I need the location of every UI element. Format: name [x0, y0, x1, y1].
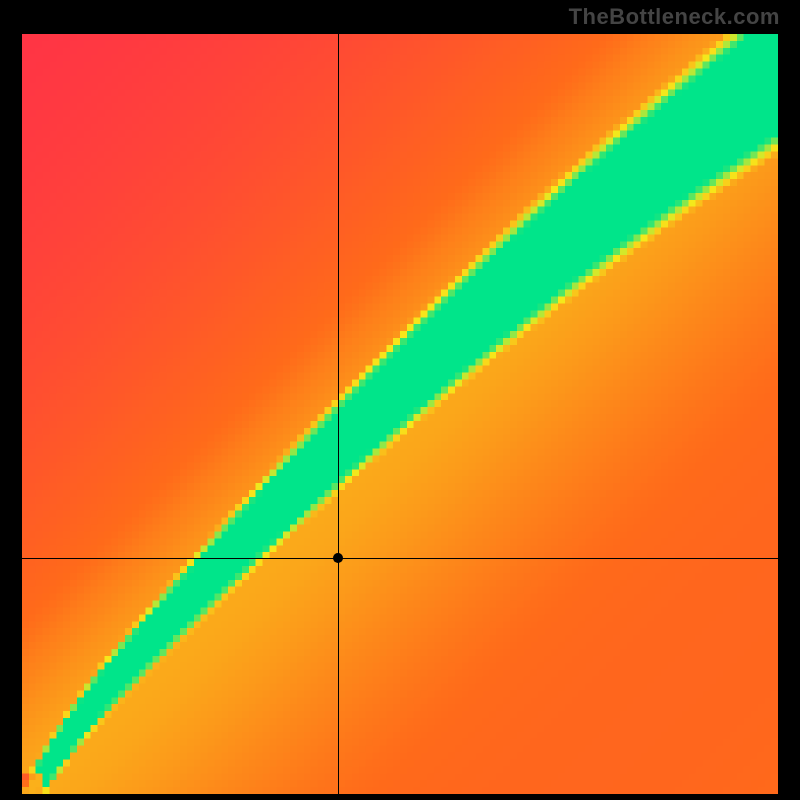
bottleneck-heatmap	[22, 34, 778, 794]
watermark-text: TheBottleneck.com	[569, 4, 780, 30]
crosshair-horizontal-line	[22, 558, 778, 559]
crosshair-marker-dot	[332, 552, 344, 564]
chart-container: { "watermark": "TheBottleneck.com", "wat…	[0, 0, 800, 800]
crosshair-vertical-line	[338, 34, 339, 794]
